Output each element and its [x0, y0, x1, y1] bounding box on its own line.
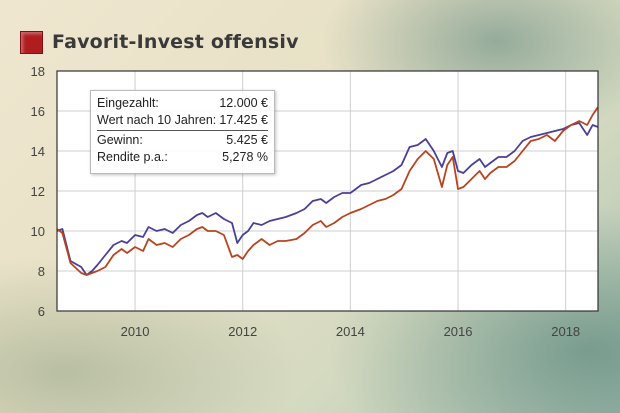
- red-square-icon: [20, 30, 43, 54]
- x-tick-label: 2010: [121, 324, 150, 339]
- info-value: 17.425 €: [219, 112, 268, 127]
- x-tick-label: 2014: [336, 324, 365, 339]
- info-value: 12.000 €: [219, 96, 268, 110]
- plot-frame: [56, 70, 599, 312]
- x-tick-label: 2016: [444, 324, 473, 339]
- series-line-blue: [56, 122, 599, 276]
- info-label: Wert nach 10 Jahren:: [97, 112, 217, 127]
- y-tick-label: 18: [31, 64, 45, 79]
- y-tick-label: 14: [31, 144, 45, 159]
- info-value: 5.425 €: [226, 133, 268, 147]
- series-layer: [56, 106, 599, 276]
- info-divider: [97, 130, 268, 131]
- chart-title-block: Favorit-Invest offensiv: [20, 30, 299, 54]
- y-tick-label: 10: [31, 224, 45, 239]
- info-row-return-pa: Rendite p.a.: 5,278 %: [97, 149, 268, 166]
- y-tick-label: 12: [31, 184, 45, 199]
- info-row-profit: Gewinn: 5.425 €: [97, 132, 268, 149]
- info-label: Eingezahlt:: [97, 96, 159, 110]
- info-row-value-after-10-years: Wert nach 10 Jahren: 17.425 €: [97, 112, 268, 129]
- info-label: Gewinn:: [97, 133, 143, 147]
- info-value: 5,278 %: [222, 149, 268, 164]
- series-line-red: [56, 106, 599, 276]
- chart-title: Favorit-Invest offensiv: [52, 31, 299, 53]
- x-tick-label: 2018: [551, 324, 580, 339]
- y-tick-label: 8: [38, 264, 45, 279]
- info-row-paid-in: Eingezahlt: 12.000 €: [97, 95, 268, 112]
- y-tick-label: 6: [38, 304, 45, 319]
- info-label: Rendite p.a.:: [97, 149, 168, 164]
- y-tick-label: 16: [31, 104, 45, 119]
- x-tick-label: 2012: [228, 324, 257, 339]
- axis-ticks: 6 8 10 12 14 16 18 2010 2012 2014 2016 2018: [31, 64, 581, 339]
- info-box: Eingezahlt: 12.000 € Wert nach 10 Jahren…: [90, 90, 275, 174]
